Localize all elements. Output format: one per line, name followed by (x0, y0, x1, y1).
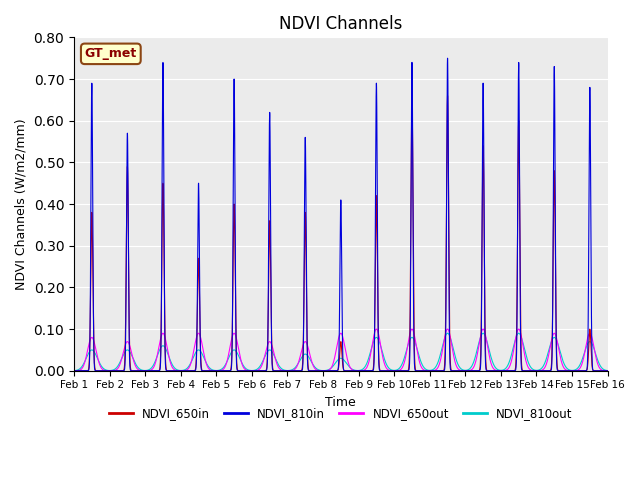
NDVI_650in (92, 368, 100, 373)
NDVI_810out (331, 361, 339, 367)
NDVI_650in (102, 368, 110, 373)
NDVI_810in (604, 368, 611, 373)
NDVI_650in (175, 368, 182, 373)
NDVI_650out (70, 368, 78, 373)
NDVI_650out (604, 368, 611, 373)
NDVI_650in (444, 93, 451, 98)
Line: NDVI_810out: NDVI_810out (74, 333, 607, 371)
NDVI_810out (575, 363, 583, 369)
NDVI_810out (479, 330, 487, 336)
NDVI_810in (70, 368, 78, 373)
NDVI_650in (72, 368, 80, 373)
NDVI_650in (331, 368, 339, 373)
NDVI_650out (92, 348, 100, 354)
Text: GT_met: GT_met (84, 48, 137, 60)
NDVI_650in (575, 368, 583, 373)
Line: NDVI_650in: NDVI_650in (74, 96, 607, 371)
NDVI_810in (92, 368, 100, 373)
NDVI_650in (604, 368, 611, 373)
NDVI_650out (175, 368, 182, 373)
NDVI_810in (175, 368, 182, 373)
Y-axis label: NDVI Channels (W/m2/mm): NDVI Channels (W/m2/mm) (15, 118, 28, 290)
Title: NDVI Channels: NDVI Channels (279, 15, 403, 33)
NDVI_810in (575, 368, 583, 373)
NDVI_650out (479, 326, 487, 332)
Line: NDVI_810in: NDVI_810in (74, 58, 607, 371)
NDVI_810out (70, 368, 78, 373)
NDVI_810out (72, 368, 80, 373)
NDVI_650out (575, 366, 583, 372)
Legend: NDVI_650in, NDVI_810in, NDVI_650out, NDVI_810out: NDVI_650in, NDVI_810in, NDVI_650out, NDV… (104, 402, 577, 425)
X-axis label: Time: Time (326, 396, 356, 409)
NDVI_650out (102, 368, 110, 373)
NDVI_810in (444, 55, 451, 61)
NDVI_810in (331, 368, 339, 373)
NDVI_810out (92, 352, 100, 358)
NDVI_650in (70, 368, 78, 373)
NDVI_650out (72, 368, 80, 373)
NDVI_810out (102, 367, 110, 373)
NDVI_810out (175, 367, 182, 373)
NDVI_810in (72, 368, 80, 373)
NDVI_810in (102, 368, 110, 373)
Line: NDVI_650out: NDVI_650out (74, 329, 607, 371)
NDVI_810out (604, 368, 611, 373)
NDVI_650out (331, 354, 339, 360)
